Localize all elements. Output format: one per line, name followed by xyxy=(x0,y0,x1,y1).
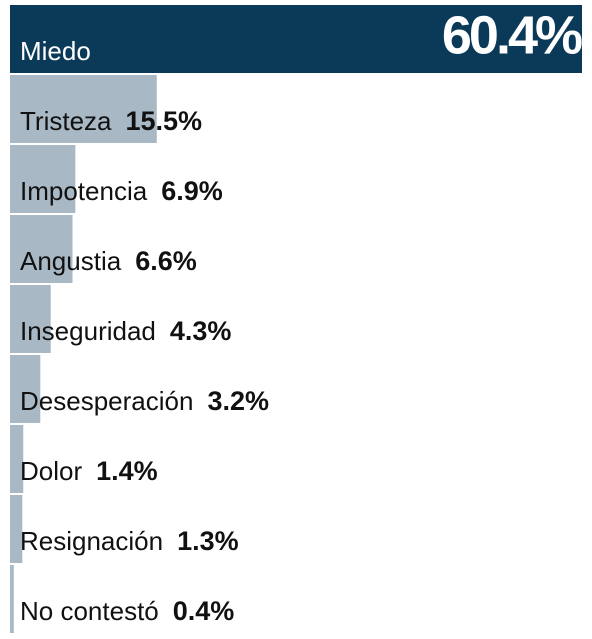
bar xyxy=(10,145,76,213)
category-label: Tristeza xyxy=(20,106,112,136)
category-label: Inseguridad xyxy=(20,316,156,346)
category-label: Desesperación xyxy=(20,386,193,416)
bar xyxy=(10,75,157,143)
category-label: Dolor xyxy=(20,456,82,486)
bar xyxy=(10,425,24,493)
bar xyxy=(10,565,14,633)
category-label: Miedo xyxy=(20,36,91,66)
value-label: 6.6% xyxy=(135,246,197,276)
value-label: 60.4% xyxy=(442,5,582,65)
value-label: 1.4% xyxy=(96,456,158,486)
value-label: 6.9% xyxy=(161,176,223,206)
value-label: 1.3% xyxy=(177,526,239,556)
value-label: 4.3% xyxy=(170,316,232,346)
category-label: Resignación xyxy=(20,526,163,556)
bar xyxy=(10,355,41,423)
value-label: 0.4% xyxy=(173,596,235,626)
bar xyxy=(10,5,582,73)
bar xyxy=(10,495,23,563)
value-label: 15.5% xyxy=(126,106,203,136)
bar xyxy=(10,285,51,353)
category-label: No contestó xyxy=(20,596,159,626)
category-label: Angustia xyxy=(20,246,122,276)
value-label: 3.2% xyxy=(207,386,269,416)
bar xyxy=(10,215,73,283)
category-label: Impotencia xyxy=(20,176,148,206)
